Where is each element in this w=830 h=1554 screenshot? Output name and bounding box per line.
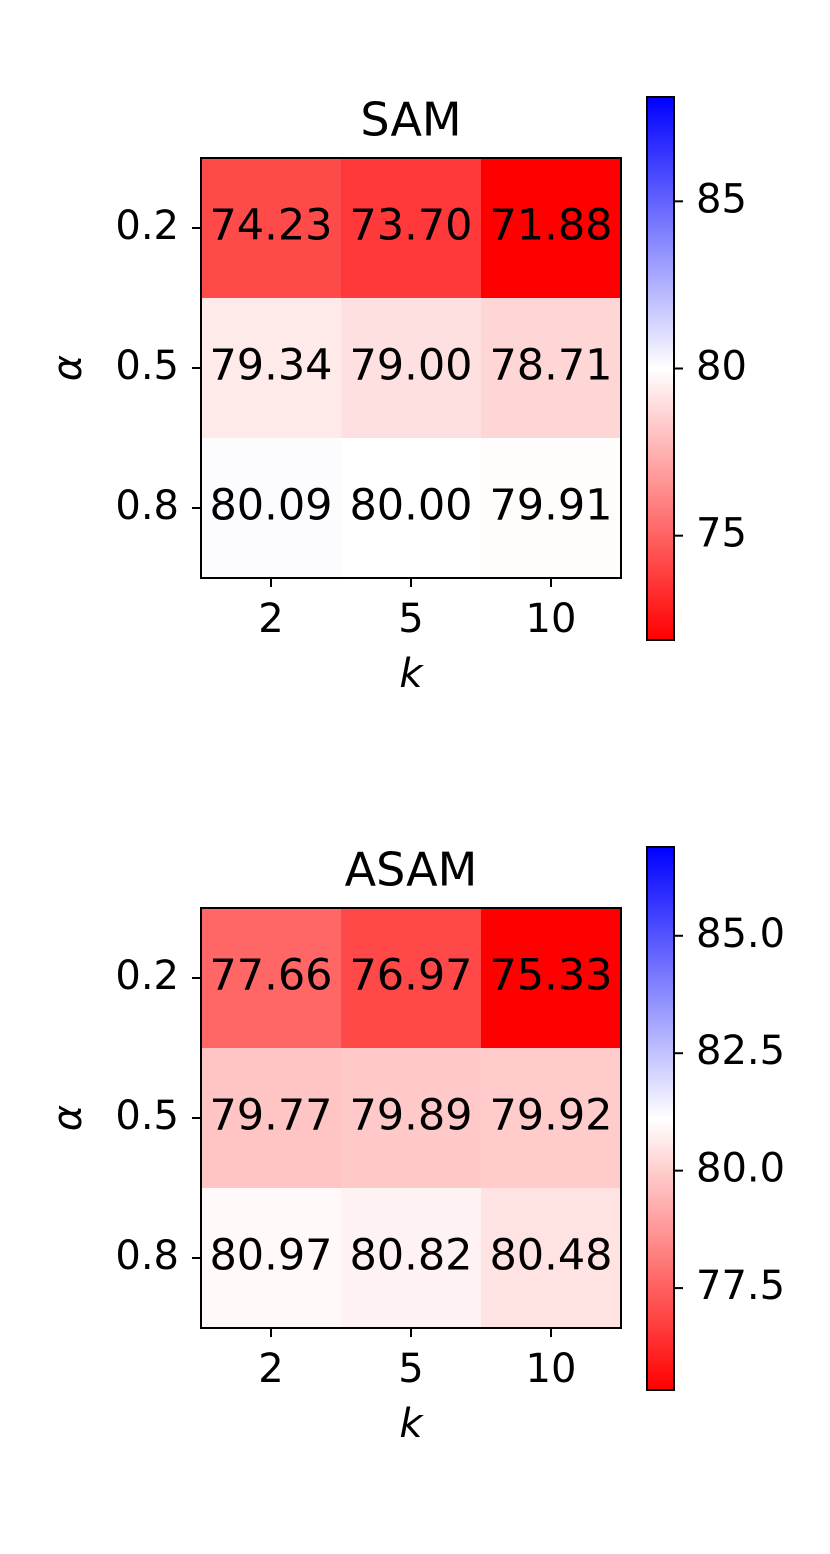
heatmap-cell: [201, 908, 341, 1048]
heatmap-cell: [481, 1188, 621, 1328]
cell-label: 79.34: [209, 341, 332, 391]
cell-label: 74.23: [209, 201, 332, 251]
colorbar-tick-label: 82.5: [696, 1028, 785, 1074]
x-tick-label: 5: [398, 596, 423, 642]
heatmap-cell: [341, 298, 481, 438]
heatmap-cell: [481, 298, 621, 438]
y-tick-label: 0.8: [115, 483, 179, 529]
cell-label: 80.82: [349, 1231, 472, 1281]
heatmap-cell: [341, 438, 481, 578]
heatmap-cell: [201, 158, 341, 298]
x-axis-label: k: [399, 651, 424, 697]
cell-label: 79.77: [209, 1091, 332, 1141]
colorbar-tick-label: 85.0: [696, 911, 785, 957]
cell-label: 73.70: [349, 201, 472, 251]
heatmap-cell: [341, 158, 481, 298]
heatmap-cell: [481, 438, 621, 578]
cell-label: 79.91: [489, 481, 612, 531]
x-tick-label: 10: [526, 1346, 577, 1392]
cell-label: 79.92: [489, 1091, 612, 1141]
colorbar: [646, 96, 675, 641]
heatmap-cell: [481, 1048, 621, 1188]
heatmap-cell: [481, 908, 621, 1048]
heatmap-cell: [341, 1188, 481, 1328]
cell-label: 71.88: [489, 201, 612, 251]
colorbar-tick-label: 75: [696, 511, 747, 557]
heatmap-cell: [341, 908, 481, 1048]
cell-label: 78.71: [489, 341, 612, 391]
cell-label: 80.97: [209, 1231, 332, 1281]
x-tick-label: 2: [258, 596, 283, 642]
cell-label: 79.89: [349, 1091, 472, 1141]
y-axis-label: α: [45, 1105, 91, 1131]
cell-label: 75.33: [489, 951, 612, 1001]
heatmap-cell: [201, 1188, 341, 1328]
cell-label: 76.97: [349, 951, 472, 1001]
y-tick-label: 0.2: [115, 203, 179, 249]
x-axis-label: k: [399, 1401, 424, 1447]
cell-label: 80.48: [489, 1231, 612, 1281]
heatmap-cell: [341, 1048, 481, 1188]
colorbar-tick-label: 77.5: [696, 1263, 785, 1309]
heatmap-cell: [201, 438, 341, 578]
cell-label: 79.00: [349, 341, 472, 391]
heatmap-cell: [481, 158, 621, 298]
cell-label: 80.00: [349, 481, 472, 531]
y-tick-label: 0.5: [115, 1093, 179, 1139]
y-tick-label: 0.8: [115, 1233, 179, 1279]
chart-title: SAM: [360, 93, 461, 147]
colorbar: [646, 846, 675, 1391]
y-tick-label: 0.2: [115, 953, 179, 999]
chart-title: ASAM: [345, 843, 478, 897]
colorbar-tick-label: 80.0: [696, 1146, 785, 1192]
y-axis-label: α: [45, 355, 91, 381]
cell-label: 77.66: [209, 951, 332, 1001]
cell-label: 80.09: [209, 481, 332, 531]
colorbar-tick-label: 80: [696, 344, 747, 390]
x-tick-label: 2: [258, 1346, 283, 1392]
heatmap-cell: [201, 1048, 341, 1188]
colorbar-tick-label: 85: [696, 176, 747, 222]
x-tick-label: 10: [526, 596, 577, 642]
heatmap-cell: [201, 298, 341, 438]
y-tick-label: 0.5: [115, 343, 179, 389]
x-tick-label: 5: [398, 1346, 423, 1392]
